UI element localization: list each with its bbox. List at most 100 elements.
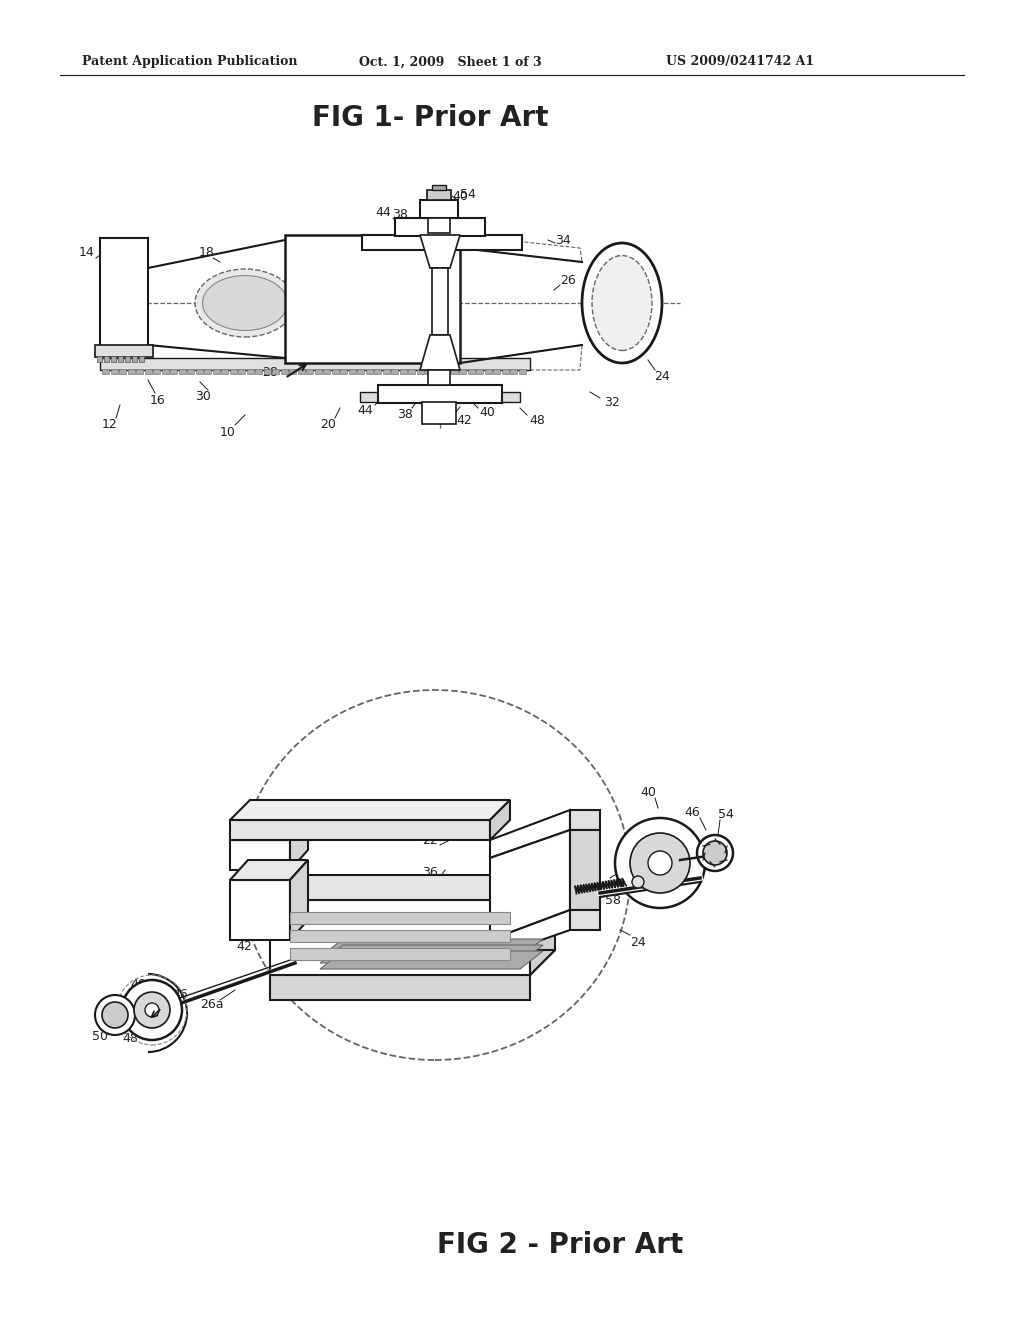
Text: FIG 2 - Prior Art: FIG 2 - Prior Art bbox=[437, 1232, 683, 1259]
Text: 26: 26 bbox=[572, 896, 588, 909]
Bar bbox=[484, 370, 492, 374]
Text: 54: 54 bbox=[460, 189, 476, 202]
Text: 14: 14 bbox=[79, 247, 95, 260]
Circle shape bbox=[134, 993, 170, 1028]
Text: 28: 28 bbox=[262, 366, 278, 379]
Text: 26a: 26a bbox=[201, 998, 224, 1011]
Bar bbox=[111, 370, 118, 374]
Bar bbox=[348, 370, 355, 374]
Bar bbox=[102, 370, 109, 374]
Polygon shape bbox=[530, 875, 555, 975]
Bar bbox=[357, 370, 364, 374]
Text: 44: 44 bbox=[375, 206, 391, 219]
Text: 42: 42 bbox=[456, 413, 472, 426]
Bar bbox=[374, 370, 381, 374]
Bar bbox=[100, 358, 530, 370]
Bar bbox=[425, 370, 432, 374]
Text: 32: 32 bbox=[604, 396, 620, 409]
Bar bbox=[510, 370, 517, 374]
Bar bbox=[314, 370, 322, 374]
Bar bbox=[417, 370, 424, 374]
Polygon shape bbox=[290, 931, 510, 942]
Text: S: S bbox=[488, 969, 496, 982]
Polygon shape bbox=[319, 939, 543, 957]
Text: 46: 46 bbox=[172, 987, 187, 1001]
Text: 48: 48 bbox=[529, 413, 545, 426]
Bar bbox=[432, 268, 449, 335]
Polygon shape bbox=[230, 820, 490, 840]
Bar bbox=[360, 392, 520, 403]
Polygon shape bbox=[230, 800, 510, 820]
Bar bbox=[493, 370, 500, 374]
Circle shape bbox=[615, 818, 705, 908]
Polygon shape bbox=[270, 875, 555, 900]
Text: 34: 34 bbox=[555, 234, 570, 247]
Ellipse shape bbox=[195, 269, 295, 337]
Text: 40: 40 bbox=[452, 190, 468, 203]
Circle shape bbox=[630, 833, 690, 894]
Text: 26b: 26b bbox=[614, 862, 638, 874]
Polygon shape bbox=[490, 800, 510, 840]
Bar bbox=[95, 345, 153, 356]
Bar bbox=[306, 370, 313, 374]
Circle shape bbox=[703, 841, 727, 865]
Polygon shape bbox=[490, 810, 570, 858]
Bar bbox=[476, 370, 483, 374]
Bar bbox=[428, 218, 450, 234]
Bar bbox=[383, 370, 389, 374]
Bar bbox=[162, 370, 169, 374]
Text: 36: 36 bbox=[422, 866, 438, 879]
Text: 38: 38 bbox=[392, 209, 408, 222]
Circle shape bbox=[632, 876, 644, 888]
Bar bbox=[420, 201, 458, 218]
Bar bbox=[289, 370, 296, 374]
Polygon shape bbox=[490, 830, 570, 940]
Bar bbox=[221, 370, 228, 374]
Bar bbox=[395, 218, 485, 236]
Bar bbox=[332, 370, 339, 374]
Bar bbox=[408, 370, 415, 374]
Circle shape bbox=[95, 995, 135, 1035]
Text: 50: 50 bbox=[92, 1031, 108, 1044]
Bar bbox=[229, 370, 237, 374]
Bar bbox=[427, 190, 451, 201]
Text: 26: 26 bbox=[560, 273, 575, 286]
Polygon shape bbox=[570, 830, 600, 909]
Bar bbox=[104, 356, 109, 362]
Bar bbox=[128, 370, 134, 374]
Polygon shape bbox=[290, 912, 510, 924]
Text: 58: 58 bbox=[605, 895, 621, 908]
Polygon shape bbox=[270, 950, 555, 975]
Bar bbox=[433, 370, 440, 374]
Bar bbox=[132, 356, 137, 362]
Bar bbox=[118, 356, 123, 362]
Bar bbox=[144, 370, 152, 374]
Text: 18: 18 bbox=[199, 247, 215, 260]
Bar bbox=[428, 370, 450, 385]
Text: 38: 38 bbox=[231, 887, 247, 899]
Text: 10: 10 bbox=[220, 425, 236, 438]
Polygon shape bbox=[290, 820, 308, 870]
Polygon shape bbox=[290, 948, 510, 960]
Bar bbox=[399, 370, 407, 374]
Bar bbox=[366, 370, 373, 374]
Polygon shape bbox=[230, 861, 308, 880]
Bar bbox=[298, 370, 304, 374]
Ellipse shape bbox=[592, 256, 652, 351]
Circle shape bbox=[648, 851, 672, 875]
Polygon shape bbox=[420, 235, 460, 268]
Polygon shape bbox=[570, 909, 600, 931]
Ellipse shape bbox=[203, 276, 288, 330]
Text: 36: 36 bbox=[382, 956, 398, 969]
Text: 20: 20 bbox=[321, 418, 336, 432]
Bar bbox=[459, 370, 466, 374]
Polygon shape bbox=[319, 945, 543, 964]
Polygon shape bbox=[270, 900, 530, 975]
Text: 52: 52 bbox=[493, 842, 508, 854]
Bar bbox=[178, 370, 185, 374]
Bar bbox=[502, 370, 509, 374]
Bar bbox=[196, 370, 203, 374]
Text: 24: 24 bbox=[654, 371, 670, 384]
Bar bbox=[285, 235, 460, 363]
Text: 54: 54 bbox=[718, 808, 734, 821]
